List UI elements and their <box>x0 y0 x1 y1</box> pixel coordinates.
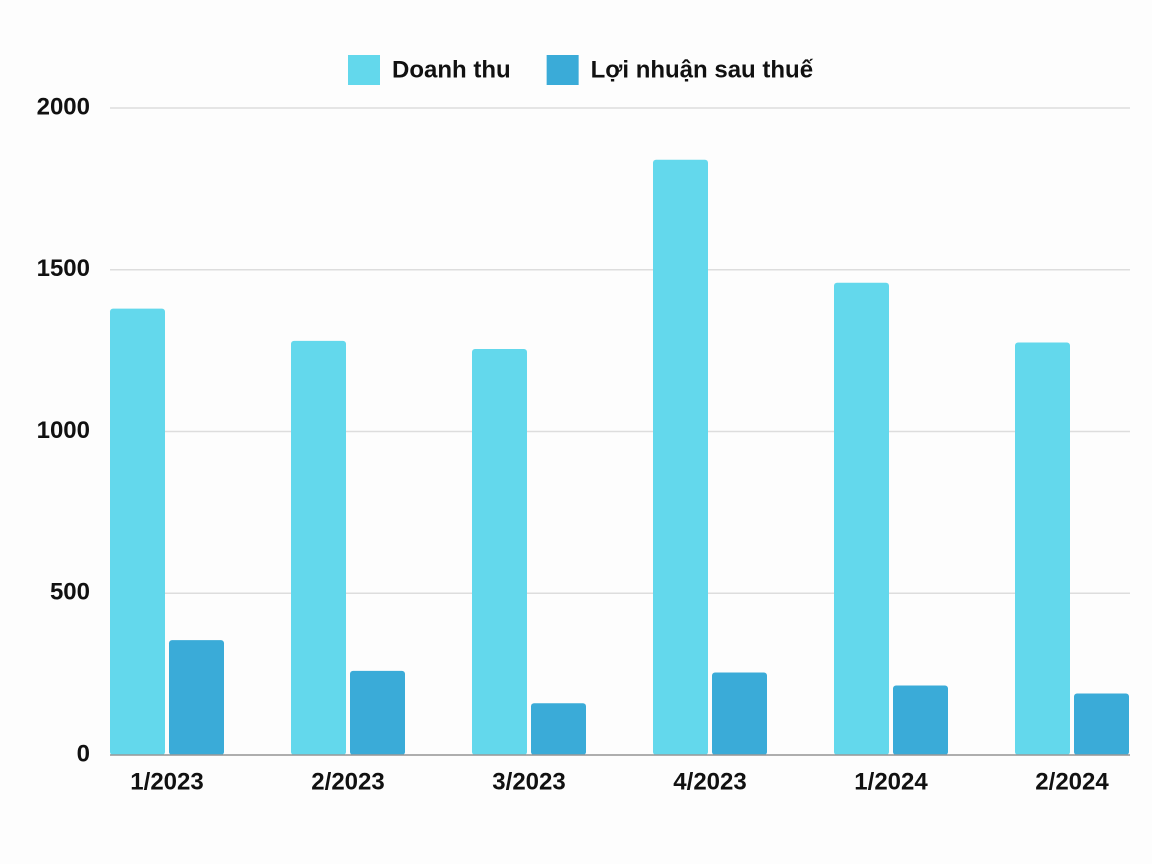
y-tick-label: 1500 <box>37 255 90 282</box>
legend-label: Doanh thu <box>392 56 511 83</box>
y-tick-label: 0 <box>77 740 90 767</box>
bar <box>350 670 405 755</box>
bar <box>1074 693 1129 755</box>
legend-swatch <box>546 55 579 85</box>
y-tick-label: 2000 <box>37 93 90 120</box>
bar <box>712 672 767 755</box>
x-tick-label: 3/2023 <box>492 768 565 795</box>
x-tick-label: 1/2023 <box>130 768 203 795</box>
x-tick-label: 2/2024 <box>1035 768 1109 795</box>
bar <box>110 308 165 755</box>
legend-label: Lợi nhuận sau thuế <box>591 56 814 83</box>
x-tick-label: 2/2023 <box>311 768 384 795</box>
bar <box>531 703 586 755</box>
bar <box>291 340 346 755</box>
x-tick-label: 1/2024 <box>854 768 928 795</box>
bar <box>893 685 948 755</box>
bar <box>472 349 527 755</box>
bar <box>169 640 224 755</box>
bar <box>653 159 708 755</box>
x-tick-label: 4/2023 <box>673 768 746 795</box>
y-tick-label: 500 <box>50 579 90 606</box>
bar <box>1015 342 1070 755</box>
y-tick-label: 1000 <box>37 417 90 444</box>
legend-swatch <box>348 55 380 85</box>
bar <box>834 282 889 755</box>
